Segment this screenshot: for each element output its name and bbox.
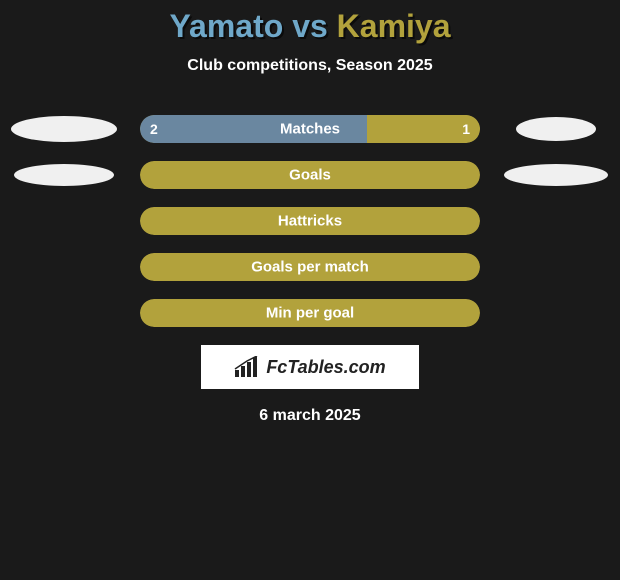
page-title: Yamato vs Kamiya: [0, 8, 620, 45]
stat-row: Goals per match: [0, 253, 620, 281]
bar-bg: [140, 161, 480, 189]
bar-bg: [140, 253, 480, 281]
stat-row: 21Matches: [0, 115, 620, 143]
bar-bg: [140, 299, 480, 327]
bar-fill-right: [367, 115, 480, 143]
right-slot: [496, 117, 616, 141]
left-oval: [11, 116, 117, 142]
stat-bar: Hattricks: [140, 207, 480, 235]
subtitle: Club competitions, Season 2025: [0, 57, 620, 75]
player-a-name: Yamato: [169, 8, 283, 44]
stat-bar: Goals: [140, 161, 480, 189]
title-vs: vs: [283, 8, 336, 44]
right-oval: [516, 117, 596, 141]
left-slot: [4, 116, 124, 142]
left-oval: [14, 164, 114, 186]
bar-fill-left: [140, 115, 367, 143]
stat-bar: 21Matches: [140, 115, 480, 143]
brand-box: FcTables.com: [201, 345, 419, 389]
stat-bar: Goals per match: [140, 253, 480, 281]
stats-container: 21Matches Goals Hattricks Goals per match Mi…: [0, 115, 620, 327]
stat-row: Goals: [0, 161, 620, 189]
right-oval: [504, 164, 608, 186]
footer-date: 6 march 2025: [0, 407, 620, 425]
bar-chart-icon: [234, 356, 260, 378]
right-slot: [496, 164, 616, 186]
bar-bg: [140, 207, 480, 235]
brand-text: FcTables.com: [266, 357, 385, 378]
stat-row: Min per goal: [0, 299, 620, 327]
left-slot: [4, 164, 124, 186]
comparison-infographic: Yamato vs Kamiya Club competitions, Seas…: [0, 0, 620, 580]
player-b-name: Kamiya: [337, 8, 451, 44]
stat-bar: Min per goal: [140, 299, 480, 327]
stat-row: Hattricks: [0, 207, 620, 235]
